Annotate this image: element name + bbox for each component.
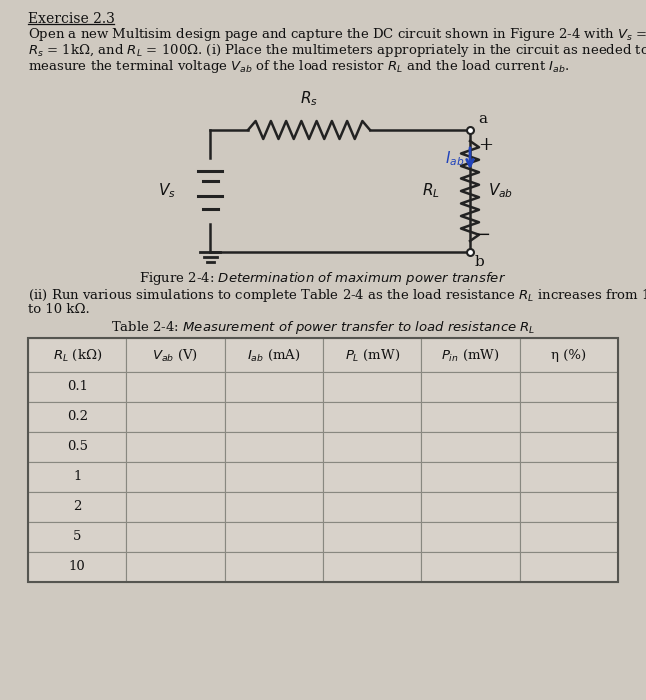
Bar xyxy=(225,492,323,522)
Bar xyxy=(225,402,323,432)
Bar xyxy=(421,372,519,402)
Bar xyxy=(519,432,618,462)
Bar xyxy=(28,432,127,462)
Text: $I_{ab}$ (mA): $I_{ab}$ (mA) xyxy=(247,347,300,363)
Bar xyxy=(28,402,127,432)
Text: (ii) Run various simulations to complete Table 2-4 as the load resistance $R_L$ : (ii) Run various simulations to complete… xyxy=(28,287,646,304)
Text: $V_s$: $V_s$ xyxy=(158,181,176,200)
Text: 0.1: 0.1 xyxy=(67,381,88,393)
Bar xyxy=(225,338,323,372)
Bar xyxy=(127,552,225,582)
Text: measure the terminal voltage $V_{ab}$ of the load resistor $R_L$ and the load cu: measure the terminal voltage $V_{ab}$ of… xyxy=(28,58,570,75)
Bar xyxy=(519,552,618,582)
Text: $P_L$ (mW): $P_L$ (mW) xyxy=(344,347,400,363)
Text: $R_s$ = 1kΩ, and $R_L$ = 100Ω. (i) Place the multimeters appropriately in the ci: $R_s$ = 1kΩ, and $R_L$ = 100Ω. (i) Place… xyxy=(28,42,646,59)
Bar xyxy=(28,492,127,522)
Bar xyxy=(28,462,127,492)
Bar xyxy=(519,492,618,522)
Text: Table 2-4: $\mathit{Measurement\ of\ power\ transfer\ to\ load\ resistance}$ $R_: Table 2-4: $\mathit{Measurement\ of\ pow… xyxy=(110,319,536,336)
Bar xyxy=(421,462,519,492)
Bar xyxy=(28,338,618,582)
Bar xyxy=(421,432,519,462)
Bar xyxy=(127,432,225,462)
Bar xyxy=(28,372,127,402)
Text: $R_L$: $R_L$ xyxy=(422,181,440,200)
Text: $R_L$ (kΩ): $R_L$ (kΩ) xyxy=(52,347,102,363)
Bar xyxy=(323,402,421,432)
Bar xyxy=(323,492,421,522)
Text: 2: 2 xyxy=(73,500,81,514)
Bar xyxy=(323,552,421,582)
Bar xyxy=(421,402,519,432)
Bar xyxy=(519,462,618,492)
Text: to 10 kΩ.: to 10 kΩ. xyxy=(28,303,90,316)
Bar xyxy=(323,338,421,372)
Bar xyxy=(28,552,127,582)
Bar xyxy=(323,522,421,552)
Text: 0.2: 0.2 xyxy=(67,410,88,424)
Bar xyxy=(225,552,323,582)
Text: 0.5: 0.5 xyxy=(67,440,88,454)
Bar xyxy=(127,402,225,432)
Bar xyxy=(225,522,323,552)
Bar xyxy=(519,522,618,552)
Bar xyxy=(519,372,618,402)
Bar xyxy=(421,552,519,582)
Bar xyxy=(421,522,519,552)
Text: +: + xyxy=(478,136,493,154)
Bar xyxy=(28,338,127,372)
Text: $P_{in}$ (mW): $P_{in}$ (mW) xyxy=(441,347,500,363)
Bar xyxy=(127,372,225,402)
Bar xyxy=(519,338,618,372)
Bar xyxy=(421,338,519,372)
Text: 1: 1 xyxy=(73,470,81,484)
Bar xyxy=(127,462,225,492)
Bar xyxy=(421,492,519,522)
Bar xyxy=(127,338,225,372)
Text: $R_s$: $R_s$ xyxy=(300,90,318,108)
Text: $V_{ab}$ (V): $V_{ab}$ (V) xyxy=(152,347,198,363)
Bar xyxy=(323,462,421,492)
Text: Open a new Multisim design page and capture the DC circuit shown in Figure 2-4 w: Open a new Multisim design page and capt… xyxy=(28,26,646,43)
Bar xyxy=(127,522,225,552)
Bar xyxy=(225,462,323,492)
Bar xyxy=(225,372,323,402)
Text: 5: 5 xyxy=(73,531,81,543)
Text: 10: 10 xyxy=(68,561,85,573)
Bar xyxy=(323,432,421,462)
Text: a: a xyxy=(478,112,487,126)
Bar xyxy=(225,432,323,462)
Text: $I_{ab}$: $I_{ab}$ xyxy=(444,149,464,168)
Text: −: − xyxy=(475,226,490,244)
Bar xyxy=(28,522,127,552)
Text: Exercise 2.3: Exercise 2.3 xyxy=(28,12,115,26)
Bar xyxy=(323,372,421,402)
Bar xyxy=(127,492,225,522)
Bar xyxy=(519,402,618,432)
Text: η (%): η (%) xyxy=(551,349,587,361)
Text: $V_{ab}$: $V_{ab}$ xyxy=(488,181,513,200)
Text: Figure 2-4: $\mathit{Determination\ of\ maximum\ power\ transfer}$: Figure 2-4: $\mathit{Determination\ of\ … xyxy=(140,270,506,287)
Text: b: b xyxy=(475,255,484,269)
